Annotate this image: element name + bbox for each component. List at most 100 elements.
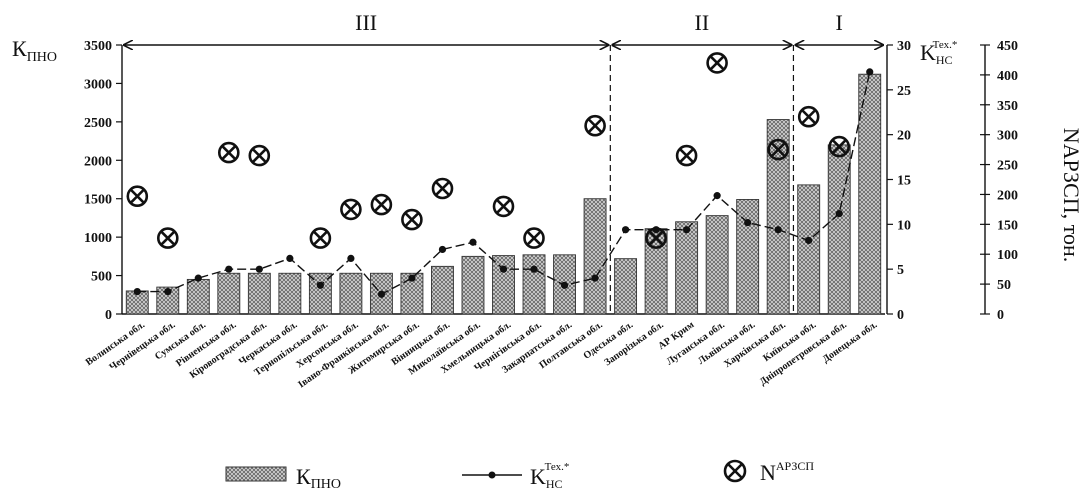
marker-cross xyxy=(648,230,664,246)
right1-axis-tick-label: 0 xyxy=(897,308,904,323)
region-label: III xyxy=(355,10,377,35)
marker-cross xyxy=(252,148,267,163)
marker-cross xyxy=(587,118,603,133)
marker-point xyxy=(218,141,240,164)
bar xyxy=(705,215,729,315)
bar xyxy=(492,255,515,315)
bar xyxy=(858,73,882,315)
right2-axis-tick-label: 50 xyxy=(997,278,1011,293)
marker-cross xyxy=(435,181,450,196)
marker-cross xyxy=(343,202,359,217)
marker-ring xyxy=(340,198,362,221)
left-axis-tick-label: 500 xyxy=(91,270,112,285)
svg-text:КПНО: КПНО xyxy=(296,464,341,492)
svg-text:NАРЗСП: NАРЗСП xyxy=(760,459,814,485)
marker-cross xyxy=(526,230,542,246)
line-point xyxy=(438,245,447,254)
marker-point xyxy=(126,185,149,207)
line-point xyxy=(499,265,508,273)
marker-point xyxy=(706,52,728,74)
bar xyxy=(308,272,332,315)
marker-point xyxy=(828,135,851,158)
legend-label-line-sup: Тех.* xyxy=(545,461,570,473)
marker-ring xyxy=(584,114,606,137)
line-point xyxy=(621,226,630,234)
marker-cross xyxy=(404,212,420,227)
left-axis-title: КПНО xyxy=(12,36,57,65)
bar xyxy=(522,254,546,315)
line-point xyxy=(133,287,141,296)
right1-axis-title-main: K xyxy=(920,40,936,65)
marker-ring xyxy=(218,141,240,164)
svg-text:KНСТех.*: KНС Тех.* xyxy=(920,39,957,67)
marker-point xyxy=(492,195,515,218)
svg-text:КПНО: КПНО xyxy=(12,36,57,65)
line-point xyxy=(683,226,691,234)
right2-axis-tick-label: 200 xyxy=(997,188,1018,203)
marker-cross xyxy=(221,145,236,160)
marker-cross xyxy=(832,139,847,154)
line-point xyxy=(194,274,202,282)
bar xyxy=(400,272,424,315)
marker-ring xyxy=(492,195,515,218)
marker-cross xyxy=(130,189,145,204)
right2-axis-tick-label: 450 xyxy=(997,39,1018,54)
marker-point xyxy=(431,177,454,200)
bar xyxy=(186,278,210,315)
marker-ring xyxy=(431,177,454,200)
legend-item-bar: КПНО xyxy=(225,464,341,492)
marker-cross xyxy=(496,199,511,214)
marker-ring xyxy=(401,208,423,231)
bar xyxy=(614,258,638,315)
marker-ring xyxy=(157,227,179,249)
left-axis-tick-label: 3000 xyxy=(84,77,112,92)
right1-axis-tick-label: 30 xyxy=(897,39,911,54)
line-point xyxy=(835,209,843,218)
marker-cross xyxy=(374,197,389,212)
region-label: I xyxy=(836,10,843,35)
marker-cross xyxy=(709,55,725,71)
line-point xyxy=(713,192,721,200)
legend-item-marker: NАРЗСП xyxy=(723,459,814,485)
marker-cross xyxy=(160,230,175,246)
line-point xyxy=(560,281,569,289)
right2-axis-tick-label: 100 xyxy=(997,248,1018,263)
marker-point xyxy=(584,114,606,137)
right1-axis-title-sub: НС xyxy=(936,53,953,67)
bar xyxy=(156,286,180,315)
marker-ring xyxy=(126,185,149,207)
marker-ring xyxy=(645,227,667,249)
marker-ring xyxy=(675,144,698,167)
line-point xyxy=(316,281,324,289)
line-series xyxy=(133,68,874,298)
right1-axis-title-sup: Тех.* xyxy=(933,39,958,51)
line-point xyxy=(255,265,263,273)
marker-ring xyxy=(370,193,393,216)
right2-axis-title: NАРЗСП, тон. xyxy=(1059,128,1082,262)
marker-ring xyxy=(309,227,332,249)
marker-point xyxy=(370,193,393,216)
category-label: Донецька обл. xyxy=(821,319,880,365)
marker-point xyxy=(401,208,423,231)
line-point xyxy=(164,287,172,296)
right2-axis-tick-label: 250 xyxy=(997,159,1018,174)
line-point xyxy=(744,218,752,227)
left-axis-title-sub: ПНО xyxy=(27,50,57,65)
right2-axis-tick-label: 150 xyxy=(997,218,1018,233)
regions: III II I xyxy=(124,10,883,314)
bar xyxy=(797,184,821,315)
marker-series xyxy=(126,52,851,249)
marker-point xyxy=(645,227,667,249)
marker-cross xyxy=(679,148,694,163)
legend-label-line-sub: НС xyxy=(546,477,563,491)
marker-cross xyxy=(801,109,816,124)
region-label: II xyxy=(695,10,710,35)
line-point xyxy=(408,274,416,282)
marker-point xyxy=(797,105,820,128)
left-axis-tick-label: 1000 xyxy=(84,231,112,246)
right2-axis-tick-label: 350 xyxy=(997,99,1018,114)
left-axis-tick-label: 1500 xyxy=(84,193,112,208)
marker-cross xyxy=(313,230,328,246)
bar xyxy=(675,221,699,315)
